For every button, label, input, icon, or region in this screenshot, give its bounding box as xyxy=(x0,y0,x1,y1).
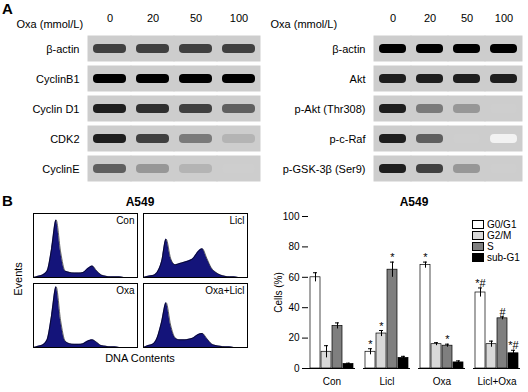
svg-text:CDK2: CDK2 xyxy=(50,133,79,145)
svg-text:100: 100 xyxy=(283,211,300,222)
svg-text:20: 20 xyxy=(147,12,159,24)
svg-text:Oxa (mmol/L): Oxa (mmol/L) xyxy=(271,18,338,30)
svg-text:50: 50 xyxy=(190,12,202,24)
svg-text:Oxa: Oxa xyxy=(433,376,452,387)
svg-text:Con: Con xyxy=(116,215,134,226)
svg-text:p-c-Raf: p-c-Raf xyxy=(329,133,366,145)
svg-text:20: 20 xyxy=(424,12,436,24)
svg-text:*: * xyxy=(379,320,384,332)
svg-text:80: 80 xyxy=(288,241,300,252)
svg-text:Akt: Akt xyxy=(350,73,366,85)
svg-text:Cyclin D1: Cyclin D1 xyxy=(32,103,79,115)
html-text:S: S xyxy=(487,241,494,252)
html-text:G2/M: G2/M xyxy=(487,230,512,241)
svg-text:100: 100 xyxy=(230,12,248,24)
html-text:B: B xyxy=(2,192,13,209)
svg-text:60: 60 xyxy=(288,272,300,283)
svg-text:β-actin: β-actin xyxy=(46,43,79,55)
html-text:sub-G1: sub-G1 xyxy=(487,252,520,263)
svg-text:Licl: Licl xyxy=(229,215,244,226)
html-text:DNA Contents: DNA Contents xyxy=(105,352,175,364)
html-text:A549: A549 xyxy=(399,195,429,209)
svg-text:*: * xyxy=(390,251,395,263)
html-text:Events: Events xyxy=(12,262,24,296)
svg-text:Cells (%): Cells (%) xyxy=(273,272,284,313)
svg-text:*#: *# xyxy=(508,339,519,351)
svg-text:Oxa+Licl: Oxa+Licl xyxy=(205,285,244,296)
svg-text:Licl+Oxa: Licl+Oxa xyxy=(477,376,517,387)
svg-text:50: 50 xyxy=(461,12,473,24)
svg-text:#: # xyxy=(499,306,506,318)
svg-text:p-Akt (Thr308): p-Akt (Thr308) xyxy=(295,103,366,115)
svg-text:*: * xyxy=(445,333,450,345)
svg-text:40: 40 xyxy=(288,302,300,313)
html-text:G0/G1: G0/G1 xyxy=(487,219,517,230)
svg-text:20: 20 xyxy=(288,332,300,343)
svg-text:*: * xyxy=(368,338,373,350)
svg-text:0: 0 xyxy=(390,12,396,24)
svg-text:*#: *# xyxy=(475,277,486,289)
svg-text:Oxa (mmol/L): Oxa (mmol/L) xyxy=(17,18,84,30)
svg-text:Oxa: Oxa xyxy=(116,285,135,296)
svg-text:β-actin: β-actin xyxy=(332,43,365,55)
svg-text:p-GSK-3β (Ser9): p-GSK-3β (Ser9) xyxy=(283,163,366,175)
svg-text:0: 0 xyxy=(294,363,300,374)
svg-text:Licl: Licl xyxy=(379,376,394,387)
svg-text:CyclinB1: CyclinB1 xyxy=(36,73,79,85)
svg-text:CyclinE: CyclinE xyxy=(42,163,79,175)
html-text:A549: A549 xyxy=(125,195,155,209)
svg-text:Con: Con xyxy=(323,376,341,387)
svg-text:100: 100 xyxy=(495,12,513,24)
html-text:A: A xyxy=(2,0,13,17)
svg-text:*: * xyxy=(423,251,428,263)
svg-text:0: 0 xyxy=(107,12,113,24)
